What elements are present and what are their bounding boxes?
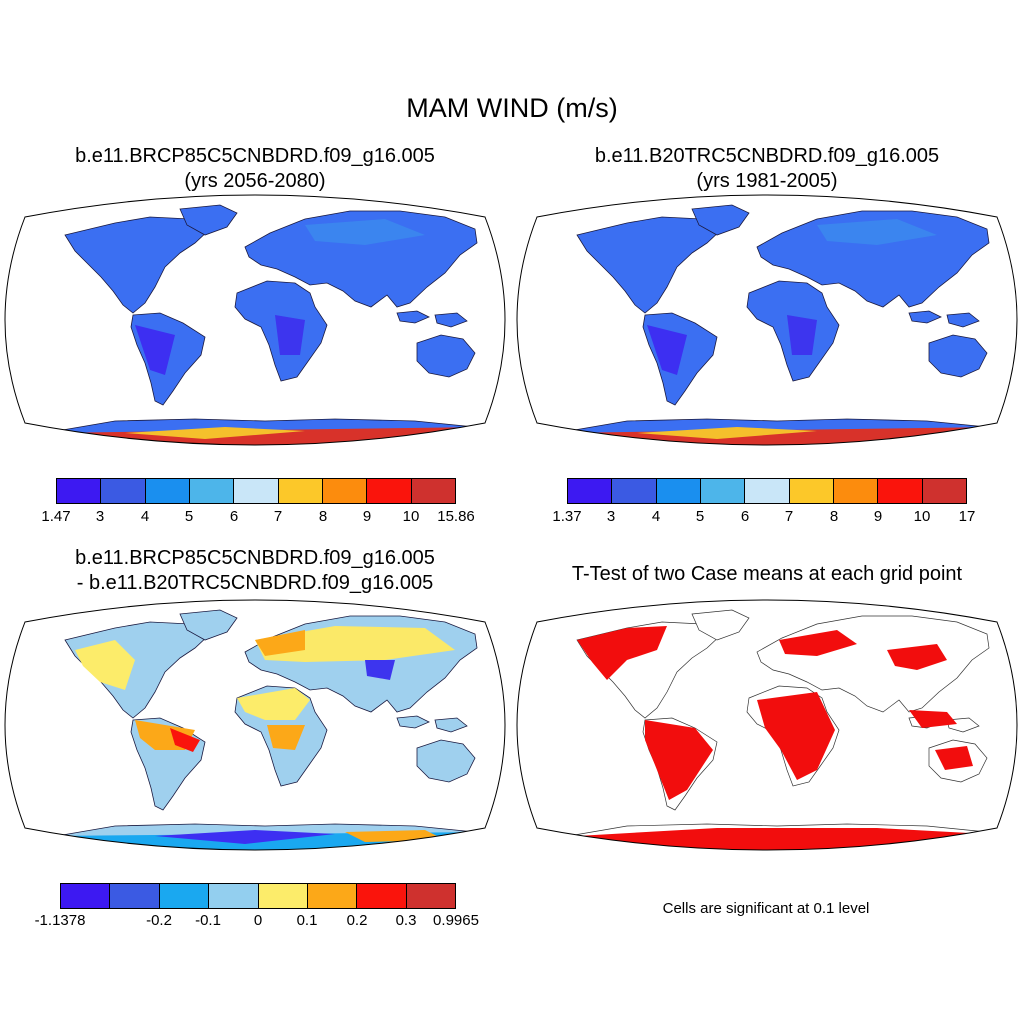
colorbar-swatch [145, 479, 190, 503]
colorbar-label: 7 [273, 508, 283, 525]
colorbar-label: 8 [829, 508, 839, 525]
figure-title: MAM WIND (m/s) [406, 93, 618, 123]
colorbar-swatch [367, 479, 412, 503]
colorbar-label: 6 [740, 508, 750, 525]
colorbar-swatch [159, 884, 210, 908]
colorbar-swatch [878, 479, 923, 503]
colorbar-swatch [612, 479, 657, 503]
colorbar-swatch [922, 479, 966, 503]
colorbar-swatch [789, 479, 834, 503]
colorbar-label: 5 [695, 508, 705, 525]
colorbar-label: 17 [958, 508, 976, 525]
colorbar-label: 9 [873, 508, 883, 525]
significance-note: Cells are significant at 0.1 level [662, 900, 870, 917]
colorbar-swatch [278, 479, 323, 503]
colorbar-label: -0.2 [146, 912, 172, 929]
colorbar-label: 4 [651, 508, 661, 525]
colorbar-label: -1.1378 [34, 912, 86, 929]
map-difference [4, 599, 506, 851]
map-future [4, 194, 506, 446]
colorbar-swatch [411, 479, 455, 503]
colorbar-label: 6 [229, 508, 239, 525]
colorbar-swatch [110, 884, 160, 908]
colorbar-swatch [568, 479, 613, 503]
colorbar-label: 0 [253, 912, 263, 929]
panel-future-title-line1: b.e11.BRCP85C5CNBDRD.f09_g16.005 [75, 145, 435, 167]
colorbar-label: 3 [95, 508, 105, 525]
colorbar-swatch [307, 884, 358, 908]
colorbar-swatch [101, 479, 146, 503]
colorbar-label: 15.86 [437, 508, 475, 525]
map-historical [516, 194, 1018, 446]
colorbar-label: 10 [402, 508, 420, 525]
colorbar-label: -0.1 [195, 912, 221, 929]
colorbar-difference [60, 883, 456, 909]
colorbar-swatch [745, 479, 790, 503]
panel-future-title-line2: (yrs 2056-2080) [184, 170, 326, 192]
colorbar-label: 7 [784, 508, 794, 525]
colorbar-swatch [258, 884, 308, 908]
map-ttest [516, 599, 1018, 851]
colorbar-label: 9 [362, 508, 372, 525]
panel-historical-title-line1: b.e11.B20TRC5CNBDRD.f09_g16.005 [594, 145, 940, 167]
colorbar-swatch [234, 479, 279, 503]
colorbar-label: 5 [184, 508, 194, 525]
colorbar-swatch [57, 479, 102, 503]
colorbar-label: 3 [606, 508, 616, 525]
colorbar-label: 1.47 [41, 508, 71, 525]
colorbar-swatch [406, 884, 455, 908]
colorbar-label: 10 [913, 508, 931, 525]
panel-historical-title-line2: (yrs 1981-2005) [696, 170, 838, 192]
panel-difference-title-line1: b.e11.BRCP85C5CNBDRD.f09_g16.005 [75, 547, 435, 569]
colorbar-swatch [357, 884, 407, 908]
colorbar-historical [567, 478, 967, 504]
colorbar-future [56, 478, 456, 504]
colorbar-swatch [656, 479, 701, 503]
colorbar-swatch [322, 479, 368, 503]
colorbar-label: 0.1 [296, 912, 318, 929]
colorbar-label: 4 [140, 508, 150, 525]
colorbar-label: 0.9965 [433, 912, 479, 929]
colorbar-swatch [833, 479, 879, 503]
colorbar-swatch [61, 884, 111, 908]
colorbar-label: 0.2 [346, 912, 368, 929]
colorbar-label: 8 [318, 508, 328, 525]
panel-difference-title-line2: - b.e11.B20TRC5CNBDRD.f09_g16.005 [76, 572, 434, 594]
colorbar-label: 1.37 [552, 508, 582, 525]
colorbar-swatch [189, 479, 235, 503]
colorbar-label: 0.3 [395, 912, 417, 929]
panel-ttest-title: T-Test of two Case means at each grid po… [571, 563, 963, 585]
colorbar-swatch [209, 884, 259, 908]
colorbar-swatch [700, 479, 746, 503]
